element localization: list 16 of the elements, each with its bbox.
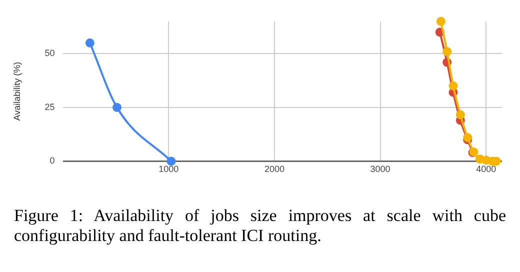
caption: Figure 1: Availability of jobs size improves at scale with cube configurability and fault-tolerant ICI routing. — [13, 206, 507, 246]
point — [436, 16, 446, 26]
point — [112, 102, 122, 112]
y-tick-label: 50 — [44, 48, 55, 58]
y-tick-label: 0 — [50, 156, 55, 166]
point — [456, 110, 465, 120]
y-axis-title: Availability (%) — [12, 62, 22, 121]
point — [85, 38, 94, 48]
x-tick-label: 1000 — [158, 164, 179, 174]
point — [166, 156, 176, 166]
x-tick-label: 2000 — [264, 164, 284, 174]
point — [448, 81, 458, 90]
x-tick-label: 3000 — [370, 164, 390, 174]
y-tick-label: 25 — [44, 102, 55, 112]
point — [442, 47, 452, 56]
x-tick-label: 4000 — [476, 164, 496, 174]
